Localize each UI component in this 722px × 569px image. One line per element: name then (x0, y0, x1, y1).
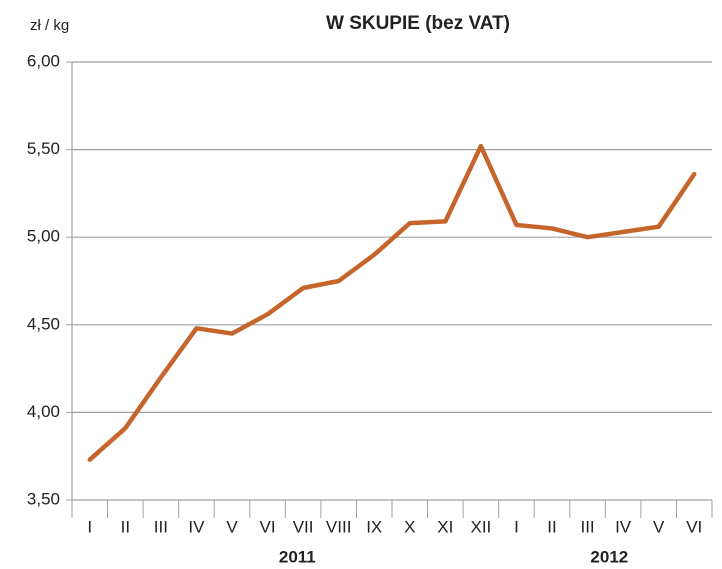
x-tick-label: V (226, 517, 238, 536)
x-tick-label: I (87, 517, 92, 536)
x-tick-label: X (404, 517, 415, 536)
y-axis-label: zł / kg (30, 17, 69, 34)
x-tick-label: I (514, 517, 519, 536)
x-tick-label: III (154, 517, 168, 536)
x-tick-label: IV (615, 517, 632, 536)
x-tick-label: VI (686, 517, 702, 536)
y-tick-label: 4,00 (27, 402, 60, 421)
x-tick-label: V (653, 517, 665, 536)
series-line (87, 143, 697, 462)
y-tick-label: 3,50 (27, 489, 60, 508)
x-tick-label: VIII (326, 517, 352, 536)
chart-title: W SKUPIE (bez VAT) (326, 13, 510, 34)
x-tick-label: II (547, 517, 556, 536)
y-tick-label: 5,50 (27, 139, 60, 158)
x-tick-label: XII (470, 517, 491, 536)
x-tick-label: XI (437, 517, 453, 536)
y-tick-label: 4,50 (27, 314, 60, 333)
x-tick-label: VI (260, 517, 276, 536)
x-tick-label: III (580, 517, 594, 536)
x-tick-label: VII (293, 517, 314, 536)
x-tick-label: II (121, 517, 130, 536)
y-tick-label: 6,00 (27, 51, 60, 70)
year-label: 2011 (279, 547, 316, 566)
x-tick-label: IV (188, 517, 205, 536)
year-label: 2012 (590, 547, 628, 566)
x-tick-label: IX (366, 517, 382, 536)
y-tick-label: 5,00 (27, 227, 60, 246)
